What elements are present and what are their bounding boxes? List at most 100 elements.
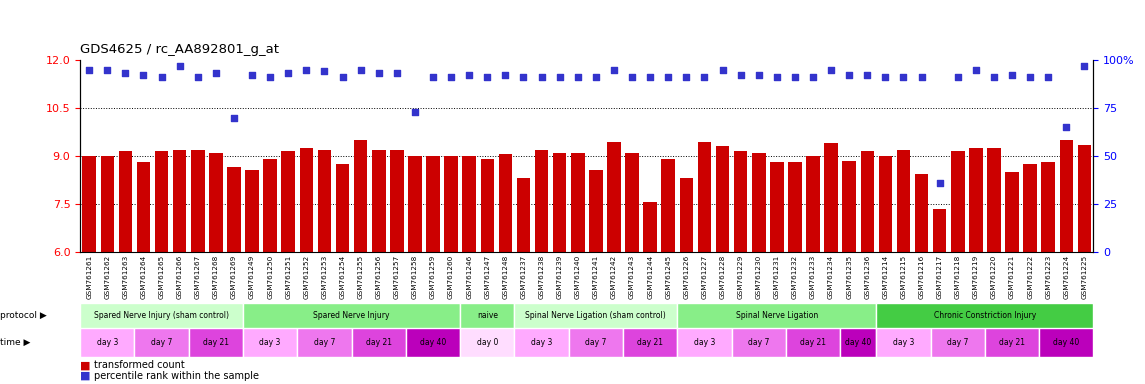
Bar (623, 328, 678, 357)
Bar (876, 328, 931, 357)
Text: GSM761248: GSM761248 (503, 255, 508, 299)
Point (243, 72, 261, 78)
Bar (298, 328, 352, 357)
Point (660, 74, 678, 80)
Bar (951, 151, 964, 252)
Bar (861, 151, 874, 252)
Bar (354, 140, 368, 252)
Bar (589, 170, 602, 252)
Bar (553, 153, 567, 252)
Bar (933, 209, 947, 252)
Point (424, 74, 442, 80)
Bar (678, 303, 876, 328)
Bar (785, 328, 840, 357)
Point (767, 74, 785, 80)
Point (298, 66, 316, 73)
Bar (985, 328, 1040, 357)
Text: GSM761257: GSM761257 (394, 255, 400, 299)
Point (134, 72, 152, 78)
Text: GSM761244: GSM761244 (647, 255, 653, 299)
Bar (317, 149, 331, 252)
Point (948, 74, 966, 80)
Text: day 40: day 40 (420, 338, 447, 347)
Text: day 21: day 21 (800, 338, 826, 347)
Text: day 7: day 7 (947, 338, 969, 347)
Bar (569, 328, 623, 357)
Text: GSM761222: GSM761222 (1027, 255, 1033, 299)
Bar (134, 328, 189, 357)
Text: GSM761227: GSM761227 (702, 255, 708, 299)
Bar (716, 146, 729, 252)
Text: GSM761262: GSM761262 (104, 255, 110, 299)
Bar (335, 164, 349, 252)
Bar (191, 149, 205, 252)
Bar (372, 149, 386, 252)
Bar (300, 148, 313, 252)
Point (966, 66, 985, 73)
Text: GSM761228: GSM761228 (719, 255, 726, 299)
Bar (514, 303, 678, 328)
Bar (119, 151, 132, 252)
Text: GSM761263: GSM761263 (123, 255, 128, 299)
Point (551, 74, 569, 80)
Text: GSM761235: GSM761235 (846, 255, 852, 299)
Text: protocol ▶: protocol ▶ (0, 311, 47, 319)
Bar (806, 156, 820, 252)
Point (279, 70, 298, 76)
Bar (243, 303, 460, 328)
Point (785, 74, 804, 80)
Bar (460, 303, 514, 328)
Point (333, 74, 352, 80)
Text: ■: ■ (80, 371, 90, 381)
Point (985, 74, 1003, 80)
Bar (263, 159, 277, 252)
Text: day 21: day 21 (365, 338, 392, 347)
Text: GSM761234: GSM761234 (828, 255, 834, 299)
Text: Spinal Nerve Ligation: Spinal Nerve Ligation (736, 311, 818, 319)
Bar (460, 328, 514, 357)
Bar (155, 151, 168, 252)
Text: GSM761220: GSM761220 (990, 255, 997, 299)
Point (207, 70, 226, 76)
Point (822, 66, 840, 73)
Text: GSM761260: GSM761260 (448, 255, 455, 299)
Bar (426, 156, 440, 252)
Bar (390, 149, 403, 252)
Bar (915, 174, 929, 252)
Point (750, 72, 768, 78)
Point (713, 66, 732, 73)
Text: GSM761266: GSM761266 (176, 255, 183, 299)
Point (732, 72, 750, 78)
Text: GSM761267: GSM761267 (195, 255, 200, 299)
Text: GSM761269: GSM761269 (231, 255, 237, 299)
Text: day 3: day 3 (260, 338, 281, 347)
Bar (282, 151, 295, 252)
Bar (516, 178, 530, 252)
Bar (444, 156, 458, 252)
Text: GSM761259: GSM761259 (431, 255, 436, 299)
Text: GDS4625 / rc_AA892801_g_at: GDS4625 / rc_AA892801_g_at (80, 43, 279, 56)
Point (894, 74, 913, 80)
Text: GSM761230: GSM761230 (756, 255, 761, 299)
Bar (1040, 328, 1093, 357)
Bar (210, 153, 222, 252)
Bar (840, 328, 876, 357)
Bar (1005, 172, 1019, 252)
Point (623, 74, 641, 80)
Point (514, 74, 532, 80)
Bar (752, 153, 766, 252)
Bar (136, 162, 150, 252)
Bar (734, 151, 748, 252)
Bar (1077, 145, 1091, 252)
Bar (571, 153, 585, 252)
Bar (514, 328, 569, 357)
Point (224, 114, 243, 121)
Point (261, 74, 279, 80)
Text: day 3: day 3 (694, 338, 716, 347)
Text: GSM761215: GSM761215 (900, 255, 907, 299)
Text: GSM761216: GSM761216 (918, 255, 924, 299)
Text: GSM761214: GSM761214 (883, 255, 889, 299)
Text: GSM761255: GSM761255 (357, 255, 364, 299)
Text: GSM761219: GSM761219 (973, 255, 979, 299)
Bar (931, 328, 985, 357)
